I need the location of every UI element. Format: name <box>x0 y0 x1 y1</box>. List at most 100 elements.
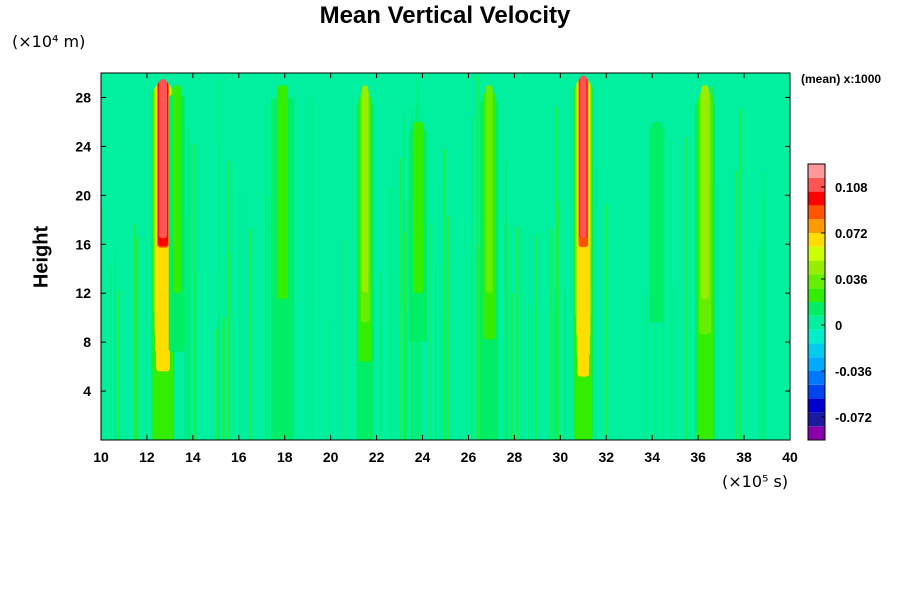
colorbar-tick-label: -0.036 <box>835 364 872 379</box>
feature-contour-level <box>701 85 709 294</box>
velocity-feature <box>408 121 428 343</box>
faint-streak <box>406 199 408 440</box>
faint-streak <box>550 229 553 440</box>
y-axis-ticks: 4 8 12 16 20 24 28 <box>75 89 790 399</box>
y-tick-label: 4 <box>83 383 91 399</box>
feature-contour-level <box>172 85 181 294</box>
x-tick-label: 32 <box>598 449 614 465</box>
colorbar-swatch <box>808 288 825 302</box>
colorbar-tick-label: -0.072 <box>835 410 872 425</box>
faint-streak <box>110 266 112 440</box>
feature-contour-level <box>362 85 369 294</box>
faint-streak <box>117 290 120 440</box>
faint-streak <box>133 223 136 440</box>
faint-streak <box>505 160 507 440</box>
faint-streak <box>685 136 688 440</box>
faint-streak <box>476 75 479 440</box>
velocity-feature <box>356 85 374 441</box>
faint-streak <box>379 272 382 440</box>
colorbar-tick-label: 0.108 <box>835 180 868 195</box>
faint-streak <box>557 201 560 440</box>
velocity-feature <box>573 75 594 440</box>
faint-streak <box>438 185 441 440</box>
faint-streak <box>389 188 392 440</box>
faint-streak <box>328 322 330 440</box>
faint-streak <box>145 238 147 440</box>
x-tick-label: 10 <box>93 449 109 465</box>
feature-contour-level <box>485 85 493 294</box>
feature-contour-level <box>159 79 167 239</box>
x-tick-label: 12 <box>139 449 155 465</box>
colorbar-swatch <box>808 302 825 316</box>
colorbar-swatch <box>808 371 825 385</box>
colorbar-swatch <box>808 412 825 427</box>
faint-streak <box>398 157 402 440</box>
y-tick-label: 20 <box>75 187 91 203</box>
feature-contour-level <box>412 121 423 294</box>
faint-streak <box>430 223 432 440</box>
faint-streak <box>249 228 252 440</box>
x-tick-label: 28 <box>507 449 523 465</box>
faint-streak <box>527 304 530 440</box>
faint-streak <box>435 265 437 440</box>
colorbar-swatch <box>808 398 825 413</box>
colorbar-swatch <box>808 357 825 371</box>
faint-streak <box>194 272 197 440</box>
faint-streak <box>511 293 514 440</box>
faint-streak <box>507 224 509 440</box>
faint-streak <box>654 224 656 440</box>
faint-streak <box>477 245 480 440</box>
x-axis-unit-label: (×10⁵ s) <box>722 472 789 491</box>
faint-streak <box>735 170 738 441</box>
colorbar-swatch <box>808 205 825 220</box>
faint-streak <box>605 203 607 440</box>
faint-streak <box>184 215 187 440</box>
faint-streak <box>227 160 230 440</box>
colorbar-swatch <box>808 426 825 440</box>
faint-streak <box>268 195 271 440</box>
faint-streak <box>521 231 523 440</box>
colorbar-swatch <box>808 191 825 206</box>
x-tick-label: 16 <box>231 449 247 465</box>
y-tick-label: 8 <box>83 334 91 350</box>
faint-streak <box>470 258 473 440</box>
y-tick-label: 28 <box>75 89 91 105</box>
x-tick-label: 36 <box>690 449 706 465</box>
x-tick-label: 26 <box>461 449 477 465</box>
faint-streak <box>763 173 766 440</box>
faint-streak <box>136 239 138 440</box>
faint-streak <box>464 221 467 440</box>
faint-streak <box>265 102 268 440</box>
faint-streak <box>343 239 345 440</box>
colorbar-swatch <box>808 315 825 330</box>
velocity-feature <box>168 85 185 352</box>
x-tick-label: 14 <box>185 449 201 465</box>
colorbar-swatch <box>808 329 825 344</box>
velocity-feature <box>694 85 716 441</box>
faint-streak <box>222 317 225 440</box>
faint-streak <box>563 289 566 440</box>
faint-streak <box>114 250 117 440</box>
plot-area <box>101 73 790 441</box>
faint-streak <box>530 307 533 440</box>
faint-streak <box>238 194 241 440</box>
faint-streak <box>311 96 314 440</box>
x-axis-ticks: 10 12 14 16 18 20 22 24 26 28 30 32 34 36 38 40 <box>93 73 798 465</box>
colorbar-tick-label: 0.072 <box>835 226 868 241</box>
faint-streak <box>447 215 450 440</box>
feature-contour-level <box>277 85 288 294</box>
colorbar-tick-label: 0.036 <box>835 272 868 287</box>
x-tick-label: 34 <box>644 449 660 465</box>
faint-streak <box>739 108 742 440</box>
faint-streak <box>762 197 764 440</box>
colorbar-swatch <box>808 177 825 192</box>
y-tick-label: 24 <box>75 138 91 154</box>
faint-streak <box>673 284 675 440</box>
x-tick-label: 30 <box>553 449 569 465</box>
x-tick-label: 18 <box>277 449 293 465</box>
y-tick-label: 16 <box>75 236 91 252</box>
faint-streak <box>187 126 190 440</box>
faint-streak <box>404 310 407 440</box>
y-axis-unit-label: (×10⁴ m) <box>12 32 86 51</box>
